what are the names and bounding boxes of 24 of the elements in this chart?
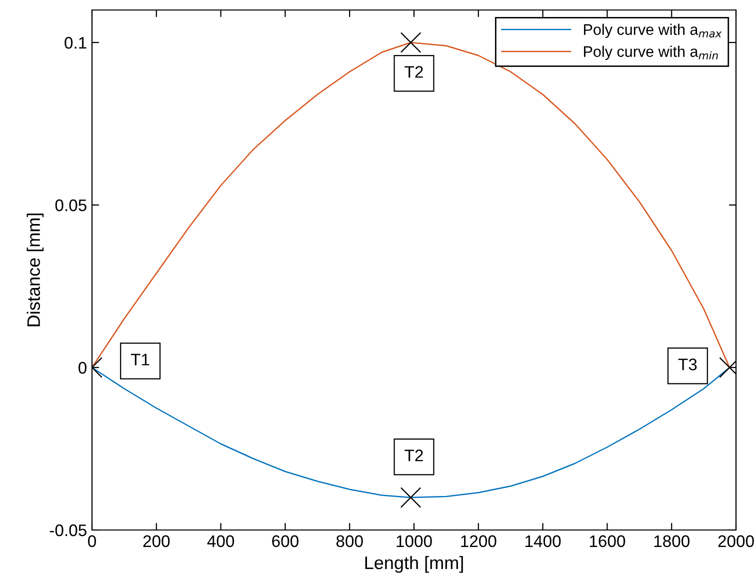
y-tick-label: -0.05 bbox=[50, 524, 86, 536]
y-tick-label: 0.1 bbox=[64, 36, 86, 49]
x-tick-label: 1400 bbox=[526, 535, 561, 548]
y-tick-label: 0 bbox=[78, 362, 86, 374]
x-tick-label: 800 bbox=[336, 535, 363, 548]
line-series bbox=[92, 42, 730, 368]
x-tick-label: 1200 bbox=[461, 535, 496, 548]
x-tick-label: 1800 bbox=[654, 535, 690, 548]
x-axis-title: Length [mm] bbox=[365, 556, 463, 573]
annotation: T1 bbox=[130, 354, 150, 366]
annotation: T3 bbox=[678, 358, 697, 370]
annotation: T2 bbox=[404, 450, 423, 462]
x-tick-label: 1600 bbox=[590, 535, 626, 548]
x-tick-label: 1000 bbox=[396, 535, 432, 548]
annotation: T2 bbox=[404, 66, 423, 78]
x-tick-label: 0 bbox=[88, 535, 96, 548]
x-tick-label: 2000 bbox=[718, 535, 754, 548]
legend-label: Poly curve with a$_{max}$ bbox=[584, 24, 722, 38]
x-tick-label: 400 bbox=[207, 535, 234, 548]
y-axis-title: Distance [mm] bbox=[26, 214, 44, 326]
x-tick-label: 600 bbox=[272, 535, 298, 548]
legend-label: Poly curve with a$_{min}$ bbox=[584, 46, 718, 60]
y-tick-label: 0.05 bbox=[55, 199, 86, 212]
x-tick-label: 200 bbox=[143, 535, 170, 548]
